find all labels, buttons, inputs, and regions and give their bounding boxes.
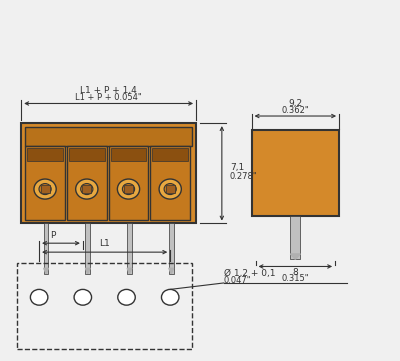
Circle shape xyxy=(34,179,56,199)
Circle shape xyxy=(76,179,98,199)
Text: 7,1: 7,1 xyxy=(230,164,244,173)
Bar xyxy=(82,185,91,193)
Text: Ø 1,2 + 0,1: Ø 1,2 + 0,1 xyxy=(224,269,275,278)
Bar xyxy=(25,147,65,220)
Bar xyxy=(17,263,192,349)
Bar xyxy=(166,185,175,193)
Bar xyxy=(124,185,133,193)
Circle shape xyxy=(159,179,181,199)
Text: L1 + P + 0.054": L1 + P + 0.054" xyxy=(75,93,142,102)
Text: 8: 8 xyxy=(292,268,298,277)
Polygon shape xyxy=(127,268,132,274)
Polygon shape xyxy=(169,268,174,274)
Bar xyxy=(111,148,146,161)
Polygon shape xyxy=(290,254,300,259)
Circle shape xyxy=(122,183,135,195)
Circle shape xyxy=(74,290,92,305)
Text: 0.362": 0.362" xyxy=(282,106,309,115)
Text: 0.278": 0.278" xyxy=(230,173,258,182)
Text: L1: L1 xyxy=(99,239,110,248)
Bar xyxy=(169,223,174,274)
Bar xyxy=(41,185,50,193)
Polygon shape xyxy=(86,268,90,274)
Bar xyxy=(25,127,192,147)
Text: 0.315": 0.315" xyxy=(282,274,309,283)
Circle shape xyxy=(30,290,48,305)
Bar xyxy=(86,223,90,274)
Circle shape xyxy=(162,290,179,305)
Bar xyxy=(21,123,196,223)
Text: L1 + P + 1,4: L1 + P + 1,4 xyxy=(80,86,137,95)
Bar xyxy=(67,147,107,220)
Circle shape xyxy=(118,290,135,305)
Bar xyxy=(27,148,63,161)
Circle shape xyxy=(39,183,51,195)
Text: P: P xyxy=(50,231,56,240)
Circle shape xyxy=(117,179,140,199)
Text: 0.047": 0.047" xyxy=(224,276,251,285)
Polygon shape xyxy=(44,268,48,274)
Bar xyxy=(150,147,190,220)
Circle shape xyxy=(81,183,93,195)
Circle shape xyxy=(164,183,176,195)
Bar xyxy=(290,216,300,259)
Bar xyxy=(127,223,132,274)
Bar xyxy=(44,223,48,274)
Bar xyxy=(109,147,148,220)
Bar xyxy=(152,148,188,161)
Bar xyxy=(252,130,339,216)
Bar xyxy=(69,148,105,161)
Text: 9,2: 9,2 xyxy=(288,99,302,108)
